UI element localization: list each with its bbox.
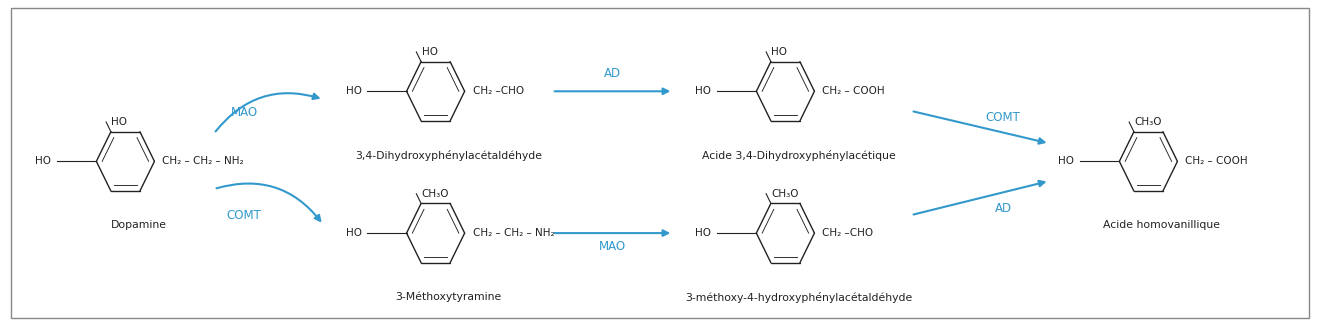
- Text: 3-Méthoxytyramine: 3-Méthoxytyramine: [396, 292, 502, 302]
- Text: MAO: MAO: [231, 106, 257, 119]
- Text: 3-méthoxy-4-hydroxyphénylacétaldéhyde: 3-méthoxy-4-hydroxyphénylacétaldéhyde: [685, 292, 912, 303]
- Text: CH₂ – COOH: CH₂ – COOH: [822, 86, 884, 96]
- Text: CH₃O: CH₃O: [421, 189, 449, 199]
- Text: Acide 3,4-Dihydroxyphénylacétique: Acide 3,4-Dihydroxyphénylacétique: [702, 150, 895, 161]
- Text: CH₂ –CHO: CH₂ –CHO: [473, 86, 524, 96]
- Text: CH₂ – CH₂ – NH₂: CH₂ – CH₂ – NH₂: [162, 156, 244, 166]
- Text: HO: HO: [696, 86, 711, 96]
- Text: AD: AD: [605, 67, 620, 80]
- Text: HO: HO: [1059, 156, 1074, 166]
- Text: COMT: COMT: [227, 209, 261, 222]
- Text: CH₂ –CHO: CH₂ –CHO: [822, 228, 874, 238]
- Text: CH₃O: CH₃O: [771, 189, 799, 199]
- Text: 3,4-Dihydroxyphénylacétaldéhyde: 3,4-Dihydroxyphénylacétaldéhyde: [355, 150, 543, 161]
- Text: HO: HO: [36, 156, 51, 166]
- Text: CH₂ – CH₂ – NH₂: CH₂ – CH₂ – NH₂: [473, 228, 554, 238]
- Text: HO: HO: [696, 228, 711, 238]
- Text: HO: HO: [111, 117, 128, 127]
- Text: AD: AD: [995, 202, 1011, 215]
- Text: HO: HO: [346, 86, 362, 96]
- Text: CH₂ – COOH: CH₂ – COOH: [1185, 156, 1247, 166]
- Text: HO: HO: [421, 47, 438, 57]
- Text: COMT: COMT: [986, 111, 1020, 124]
- Text: Dopamine: Dopamine: [111, 220, 166, 230]
- Text: HO: HO: [346, 228, 362, 238]
- Text: MAO: MAO: [599, 240, 626, 253]
- FancyBboxPatch shape: [11, 8, 1309, 318]
- Text: Acide homovanillique: Acide homovanillique: [1104, 220, 1220, 230]
- Text: CH₃O: CH₃O: [1134, 117, 1162, 127]
- Text: HO: HO: [771, 47, 788, 57]
